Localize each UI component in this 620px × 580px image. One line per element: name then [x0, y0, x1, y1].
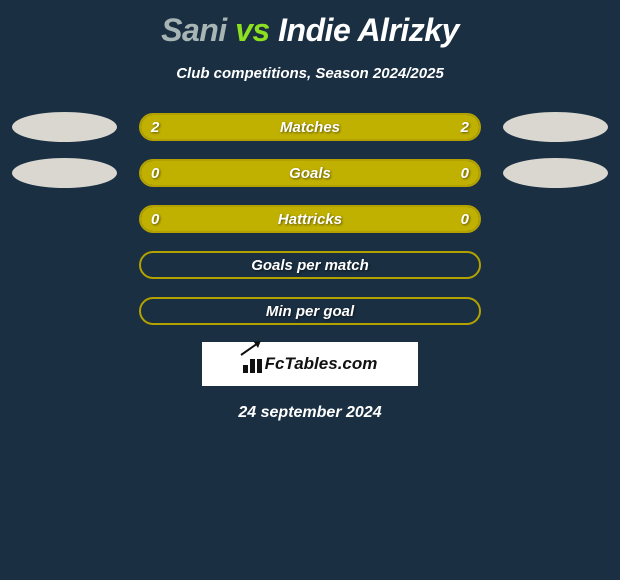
- stat-row: Min per goal: [0, 296, 620, 326]
- stat-label: Hattricks: [141, 211, 479, 228]
- logo: FcTables.com: [243, 354, 378, 374]
- stat-bar: 22Matches: [139, 113, 481, 141]
- player2-name: Indie Alrizky: [278, 12, 459, 48]
- subtitle: Club competitions, Season 2024/2025: [0, 65, 620, 82]
- stat-row: 00Goals: [0, 158, 620, 188]
- stat-bar: Goals per match: [139, 251, 481, 279]
- stat-label: Goals per match: [141, 257, 479, 274]
- player2-badge: [503, 112, 608, 142]
- badge-spacer: [503, 204, 608, 234]
- stat-bar: Min per goal: [139, 297, 481, 325]
- stat-bar: 00Goals: [139, 159, 481, 187]
- stat-label: Goals: [141, 165, 479, 182]
- logo-box: FcTables.com: [202, 342, 418, 386]
- stat-label: Matches: [141, 119, 479, 136]
- stat-label: Min per goal: [141, 303, 479, 320]
- barchart-icon: [243, 355, 263, 373]
- comparison-title: Sani vs Indie Alrizky: [0, 0, 620, 49]
- badge-spacer: [12, 204, 117, 234]
- badge-spacer: [503, 250, 608, 280]
- date-label: 24 september 2024: [0, 404, 620, 422]
- vs-label: vs: [235, 12, 270, 48]
- player1-badge: [12, 112, 117, 142]
- stat-bar: 00Hattricks: [139, 205, 481, 233]
- badge-spacer: [12, 296, 117, 326]
- stat-row: 22Matches: [0, 112, 620, 142]
- logo-text: FcTables.com: [265, 354, 378, 374]
- stats-container: 22Matches 00Goals 00Hattricks Goals per mat…: [0, 112, 620, 326]
- player1-badge: [12, 158, 117, 188]
- badge-spacer: [503, 296, 608, 326]
- stat-row: Goals per match: [0, 250, 620, 280]
- player2-badge: [503, 158, 608, 188]
- stat-row: 00Hattricks: [0, 204, 620, 234]
- player1-name: Sani: [161, 12, 227, 48]
- badge-spacer: [12, 250, 117, 280]
